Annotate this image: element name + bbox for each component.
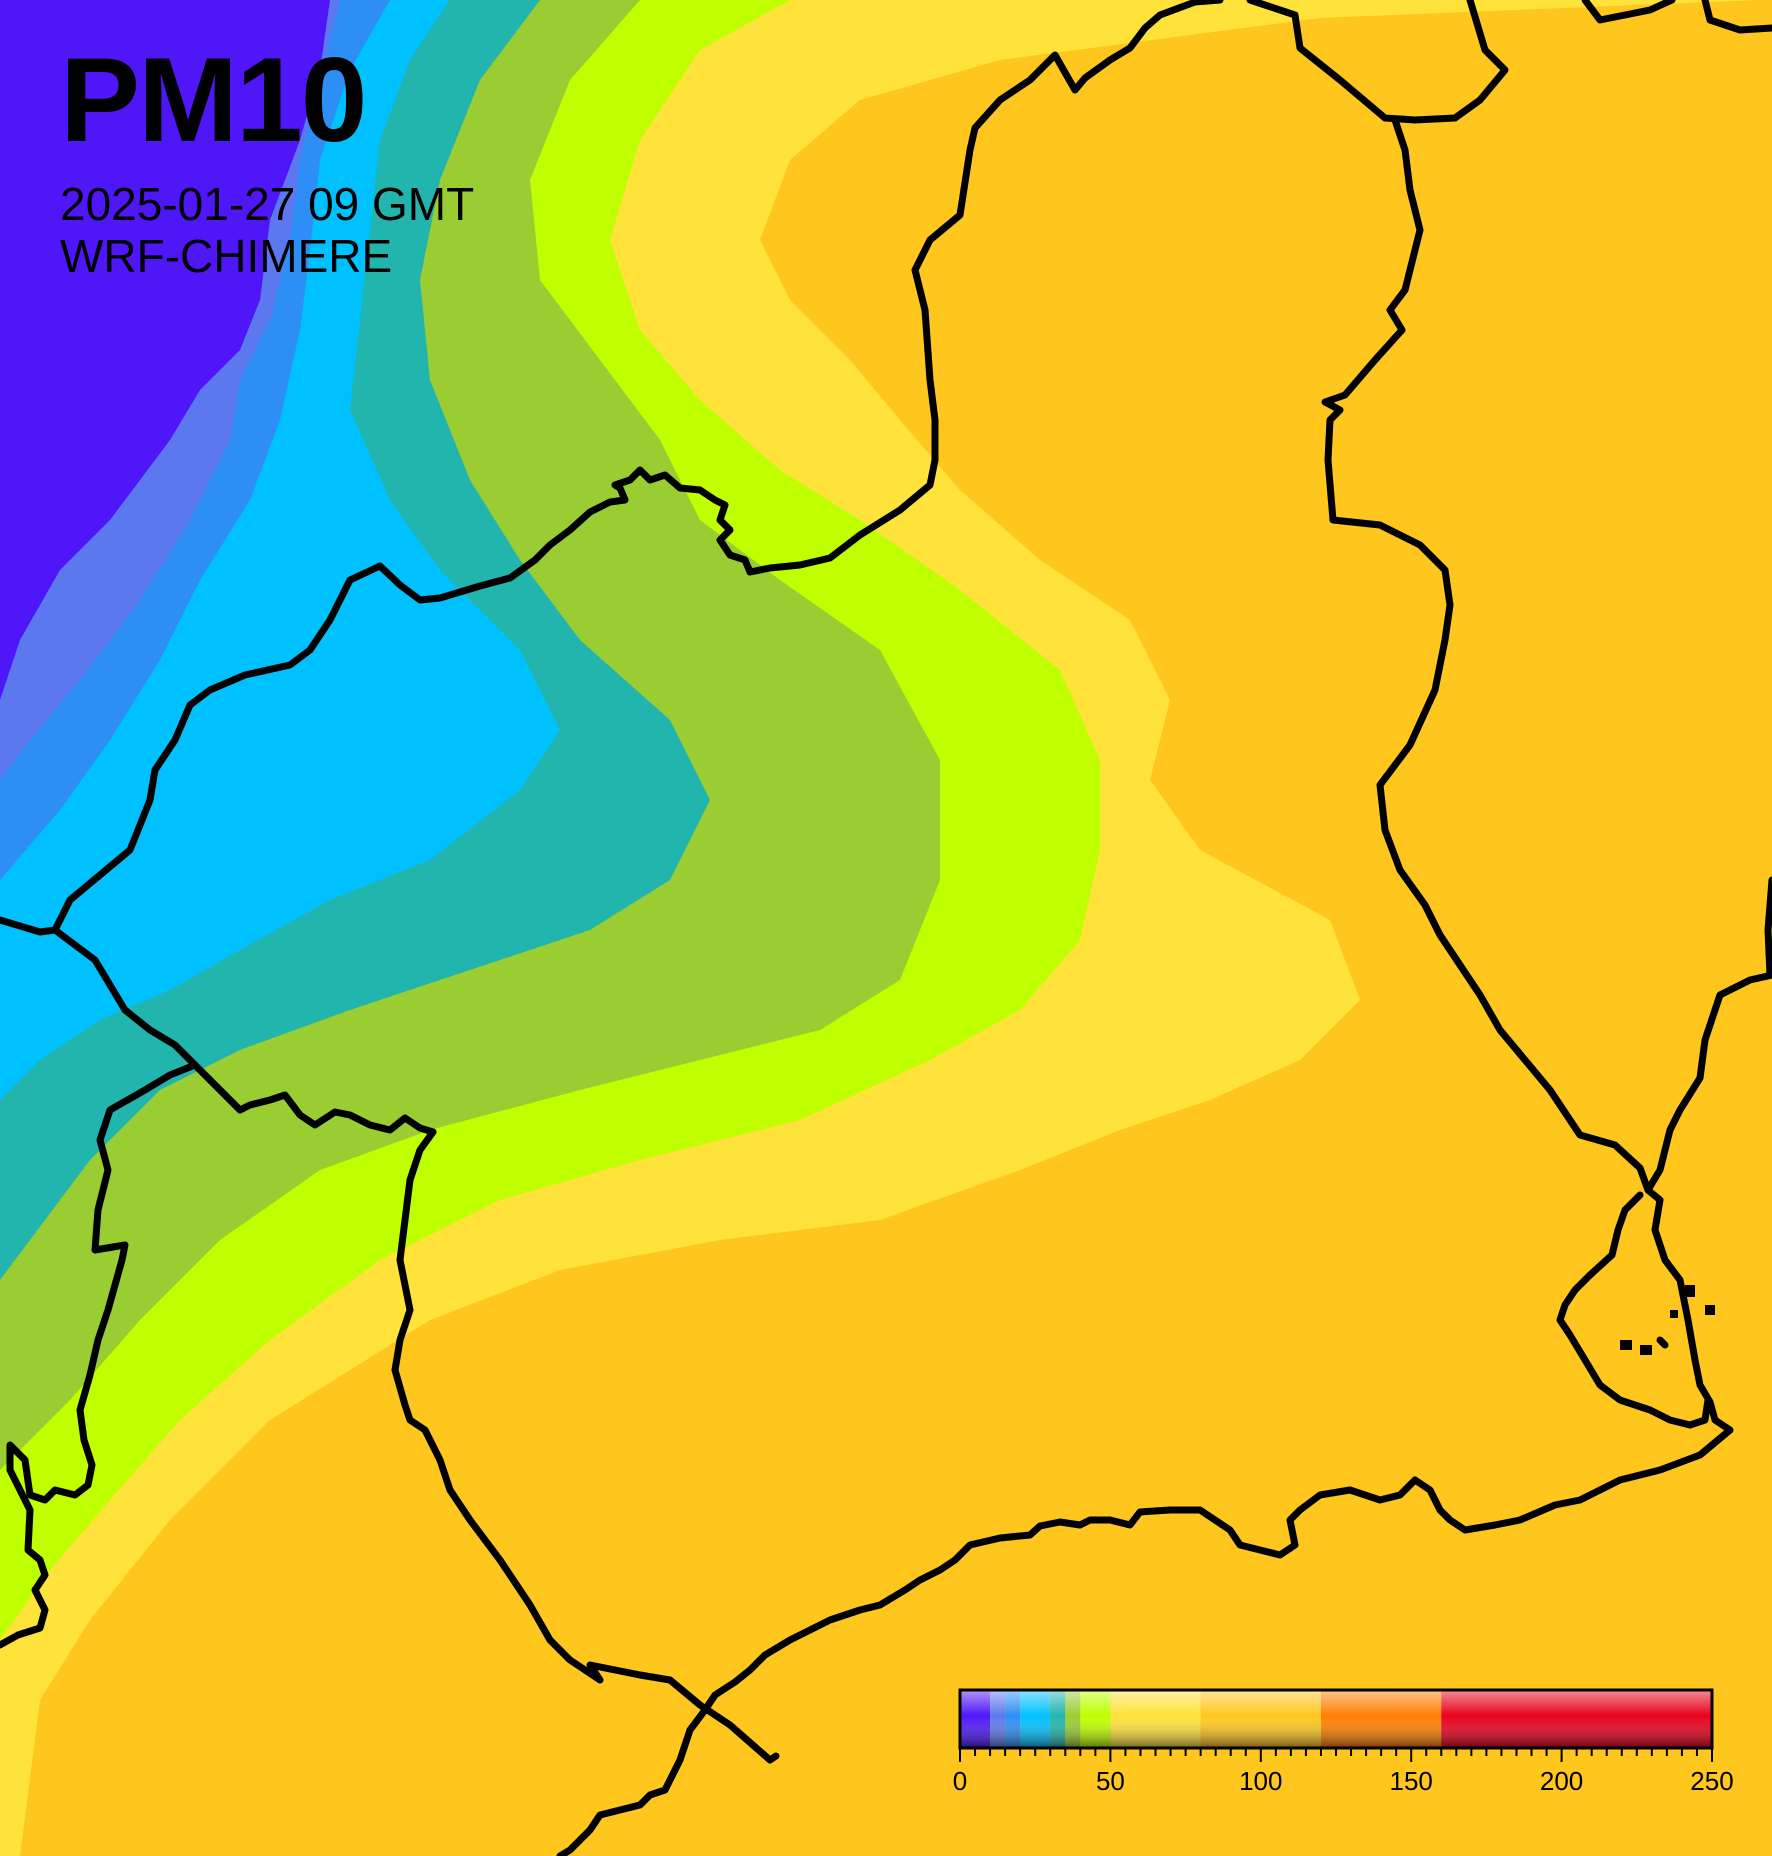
border-north-a — [1246, 0, 1509, 124]
island-mark — [1620, 1340, 1632, 1350]
colorbar-label: 0 — [953, 1766, 967, 1796]
colorbar-label: 200 — [1540, 1766, 1583, 1796]
border-north-c — [1701, 0, 1772, 34]
border-east-far — [1764, 876, 1772, 979]
colorbar-labels: 0 50 100 150 200 250 — [953, 1766, 1734, 1796]
band-0-10 — [0, 0, 330, 700]
coastline-west — [0, 0, 1224, 936]
colorbar-label: 50 — [1096, 1766, 1125, 1796]
island-mark — [1705, 1305, 1715, 1315]
island-mark — [1670, 1310, 1678, 1318]
island-peninsula — [1556, 1191, 1712, 1429]
border-east — [1321, 116, 1772, 1194]
coastline-south-east — [556, 1186, 1734, 1856]
colorbar-shade — [960, 1690, 1712, 1748]
map-title: PM10 — [60, 33, 367, 167]
island-marks — [1620, 1285, 1715, 1355]
border-interior-south-east — [391, 1128, 780, 1764]
colorbar-label: 150 — [1390, 1766, 1433, 1796]
colorbar: 0 50 100 150 200 250 — [953, 1688, 1734, 1796]
island-east-small — [1656, 1336, 1669, 1349]
model-name: WRF-CHIMERE — [60, 230, 393, 282]
title-block: PM10 2025-01-27 09 GMT WRF-CHIMERE — [60, 40, 474, 282]
colorbar-label: 100 — [1239, 1766, 1282, 1796]
date-line: 2025-01-27 09 GMT — [60, 178, 475, 230]
colorbar-ticks — [959, 1748, 1713, 1762]
island-mark — [1640, 1345, 1652, 1355]
island-mark — [1685, 1285, 1695, 1297]
border-interior-west — [51, 926, 437, 1136]
colorbar-label: 250 — [1690, 1766, 1733, 1796]
border-north-b — [1581, 0, 1676, 24]
border-interior-southwest — [0, 1061, 199, 1649]
